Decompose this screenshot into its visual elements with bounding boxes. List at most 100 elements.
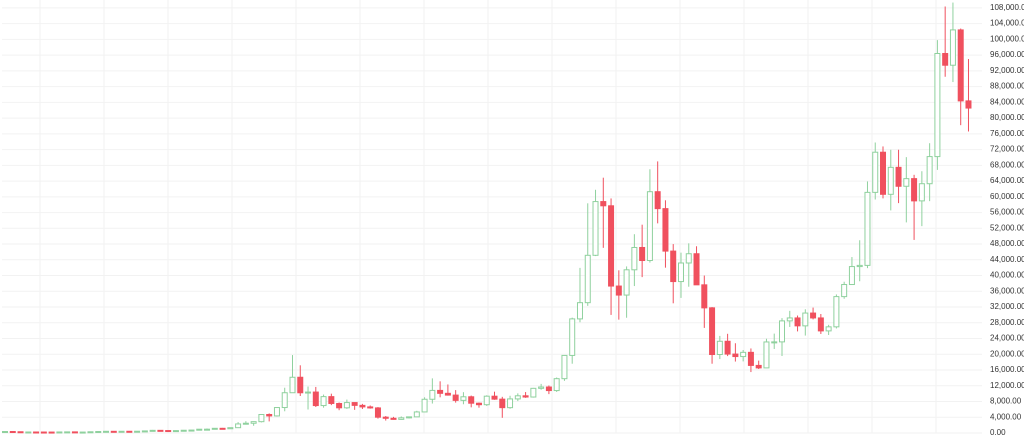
candle-body (576, 302, 583, 320)
y-tick-label: 20,000.00 (990, 349, 1024, 358)
candle-body (942, 52, 949, 66)
candle-body (623, 269, 630, 296)
candle-body (406, 416, 413, 419)
y-tick-label: 60,000.00 (990, 192, 1024, 201)
candle-body (491, 395, 498, 400)
candle-body (444, 392, 451, 396)
candle-body (934, 52, 941, 158)
candle-body (398, 417, 405, 420)
y-tick-label: 72,000.00 (990, 145, 1024, 154)
candle-body (841, 284, 848, 298)
candle-body (343, 402, 350, 409)
candle-body (926, 156, 933, 185)
y-tick-label: 88,000.00 (990, 82, 1024, 91)
candle-body (685, 253, 692, 264)
candle-body (499, 398, 506, 409)
candle-body (538, 386, 545, 389)
y-tick-label: 64,000.00 (990, 176, 1024, 185)
candle-body (413, 411, 420, 418)
candle-body (771, 341, 778, 344)
candle-body (810, 312, 817, 319)
y-tick-label: 36,000.00 (990, 286, 1024, 295)
candle-body (677, 262, 684, 283)
candle-body (949, 29, 956, 66)
y-tick-label: 40,000.00 (990, 271, 1024, 280)
candle-body (911, 178, 918, 202)
candle-body (507, 398, 514, 409)
candle-body (670, 250, 677, 283)
y-tick-label: 12,000.00 (990, 381, 1024, 390)
candle-body (693, 253, 700, 286)
candle-body (716, 340, 723, 356)
candle-body (87, 431, 94, 434)
candle-body (320, 396, 327, 407)
candle-body (530, 387, 537, 398)
y-tick-label: 84,000.00 (990, 97, 1024, 106)
candle-body (468, 396, 475, 404)
candle-body (40, 431, 47, 434)
candle-body (747, 351, 754, 366)
candle-body (250, 421, 257, 424)
candle-body (825, 326, 832, 332)
candle-body (584, 254, 591, 304)
y-tick-label: 96,000.00 (990, 50, 1024, 59)
candle-body (71, 431, 78, 434)
candle-body (103, 430, 110, 433)
y-tick-label: 24,000.00 (990, 334, 1024, 343)
candle-body (211, 427, 218, 430)
candle-body (608, 205, 615, 287)
candle-body (848, 266, 855, 286)
candle-body (631, 246, 638, 271)
candle-body (833, 296, 840, 328)
candle-body (56, 431, 63, 434)
candle-body (95, 431, 102, 434)
candle-body (755, 364, 762, 369)
candle-body (569, 318, 576, 356)
candle-body (64, 431, 71, 434)
candle-body (305, 391, 312, 394)
candle-body (180, 429, 187, 432)
candle-body (639, 246, 646, 262)
candle-body (561, 354, 568, 380)
candle-body (297, 376, 304, 394)
candle-body (374, 407, 381, 418)
candle-body (273, 407, 280, 417)
y-tick-label: 76,000.00 (990, 129, 1024, 138)
candle-body (724, 340, 731, 355)
y-tick-label: 48,000.00 (990, 239, 1024, 248)
candle-body (351, 402, 358, 406)
y-tick-label: 80,000.00 (990, 113, 1024, 122)
candle-body (553, 378, 560, 392)
candle-body (134, 430, 141, 433)
candle-body (2, 431, 8, 434)
candle-body (880, 151, 887, 195)
candle-body (864, 191, 871, 266)
y-tick-label: 104,000.00 (990, 19, 1024, 28)
candle-body (172, 430, 179, 433)
candle-body (779, 320, 785, 343)
candle-body (856, 264, 863, 268)
candle-body (903, 178, 910, 187)
candle-body (740, 351, 747, 358)
y-tick-label: 108,000.00 (990, 3, 1024, 12)
candle-body (895, 166, 902, 187)
candle-body (709, 307, 716, 356)
candle-body (9, 431, 16, 434)
candle-body (17, 431, 24, 434)
candle-body (437, 389, 444, 394)
y-tick-label: 4,000.00 (990, 412, 1022, 421)
candle-body (522, 395, 529, 398)
candle-body (281, 392, 288, 409)
candle-body (662, 208, 669, 252)
candle-body (965, 100, 972, 109)
candle-body (196, 428, 203, 431)
candle-body (242, 422, 249, 425)
candle-body (258, 413, 265, 423)
candle-body (118, 430, 125, 433)
candle-body (732, 353, 739, 358)
candle-body (514, 395, 521, 400)
candle-body (817, 317, 824, 332)
y-tick-label: 32,000.00 (990, 302, 1024, 311)
candle-body (654, 191, 661, 210)
candle-body (429, 389, 436, 400)
